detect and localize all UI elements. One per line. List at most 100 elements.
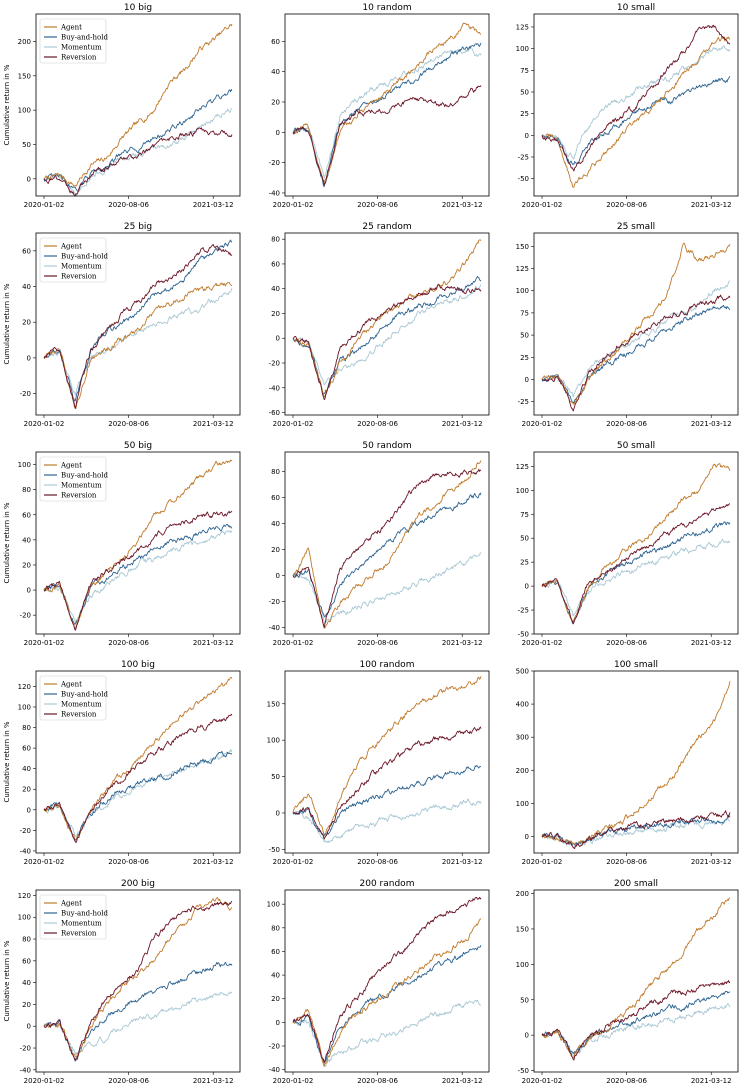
y-tick-label: 100 xyxy=(516,287,529,295)
x-tick-label: 2020-01-02 xyxy=(24,420,65,428)
y-tick-label: 40 xyxy=(271,972,280,980)
y-tick-label: 80 xyxy=(271,236,280,244)
y-tick-label: 50 xyxy=(520,89,529,97)
legend-entry: Momentum xyxy=(61,44,102,52)
subplot-25-random: 25 random -60 -40 -20 0 20 40 60 80 2020-01-02 202… xyxy=(269,222,490,428)
y-tick-label: 20 xyxy=(271,98,280,106)
y-tick-label: 100 xyxy=(18,703,31,711)
y-tick-label: 60 xyxy=(271,260,280,268)
series-line-buy-and-hold xyxy=(541,304,731,404)
y-tick-label: 0 xyxy=(525,376,529,384)
y-tick-label: 100 xyxy=(267,901,280,909)
y-tick-label: 300 xyxy=(516,734,529,742)
axes-frame xyxy=(533,13,739,197)
y-tick-label: 40 xyxy=(271,285,280,293)
y-tick-label: -60 xyxy=(269,409,280,417)
series-line-momentum xyxy=(541,280,731,398)
subplot-title: 10 big xyxy=(124,3,152,13)
legend-entry: Agent xyxy=(60,681,82,689)
x-tick-label: 2020-01-02 xyxy=(522,420,563,428)
legend-box xyxy=(39,18,107,64)
legend: Agent Buy-and-hold Momentum Reversion xyxy=(39,894,108,940)
x-tick-label: 2020-01-02 xyxy=(522,858,563,866)
y-tick-label: 0 xyxy=(525,1032,529,1040)
x-tick-label: 2020-08-06 xyxy=(108,201,149,209)
y-tick-label: 0 xyxy=(27,806,31,814)
y-tick-label: 60 xyxy=(22,745,31,753)
x-tick-label: 2020-01-02 xyxy=(522,1077,563,1085)
y-tick-label: 40 xyxy=(271,520,280,528)
series-line-reversion xyxy=(43,510,233,631)
y-tick-label: -20 xyxy=(269,159,280,167)
series-line-agent xyxy=(541,242,731,405)
y-tick-label: 0 xyxy=(27,354,31,362)
y-axis-label: Cumulative return in % xyxy=(3,283,11,364)
legend-entry: Momentum xyxy=(61,701,102,709)
y-tick-label: 80 xyxy=(271,468,280,476)
series-line-momentum xyxy=(43,749,233,838)
subplot-100-big: 100 big -40 -20 0 20 40 60 80 100 120 2020-01-02 20… xyxy=(3,660,241,866)
y-tick-label: 0 xyxy=(27,175,31,183)
series-line-reversion xyxy=(292,896,482,1064)
series-line-buy-and-hold xyxy=(292,42,482,188)
series-line-buy-and-hold xyxy=(292,765,482,837)
series-line-reversion xyxy=(43,713,233,843)
x-tick-label: 2021-03-12 xyxy=(691,1077,732,1085)
subplot-25-big: 25 big -20 0 20 40 60 2020-01-02 2020-08-06 2021… xyxy=(3,222,241,428)
x-tick-label: 2021-03-12 xyxy=(193,1077,234,1085)
y-tick-label: 400 xyxy=(516,701,529,709)
legend-entry: Reversion xyxy=(61,492,97,500)
x-tick-label: 2020-01-02 xyxy=(273,201,314,209)
y-tick-label: -40 xyxy=(269,624,280,632)
y-tick-label: -50 xyxy=(518,175,529,183)
x-tick-label: 2020-08-06 xyxy=(606,420,647,428)
legend-entry: Reversion xyxy=(61,273,97,281)
x-tick-label: 2020-01-02 xyxy=(273,1077,314,1085)
legend-entry: Agent xyxy=(60,24,82,32)
y-tick-label: 25 xyxy=(520,110,529,118)
axes-frame xyxy=(533,670,739,854)
x-tick-label: 2020-01-02 xyxy=(24,1077,65,1085)
x-tick-label: 2020-01-02 xyxy=(24,858,65,866)
x-tick-label: 2020-01-02 xyxy=(273,858,314,866)
subplot-title: 25 small xyxy=(617,222,655,232)
x-tick-label: 2021-03-12 xyxy=(691,420,732,428)
x-tick-label: 2020-08-06 xyxy=(357,858,398,866)
series-line-momentum xyxy=(292,798,482,843)
legend-entry: Reversion xyxy=(61,54,97,62)
series-line-buy-and-hold xyxy=(43,239,233,402)
series-line-agent xyxy=(292,918,482,1067)
x-tick-label: 2021-03-12 xyxy=(442,1077,483,1085)
series-line-reversion xyxy=(541,24,731,172)
y-tick-label: 60 xyxy=(271,948,280,956)
legend-entry: Momentum xyxy=(61,263,102,271)
legend-entry: Reversion xyxy=(61,930,97,938)
x-tick-label: 2021-03-12 xyxy=(193,420,234,428)
y-tick-label: 100 xyxy=(516,487,529,495)
legend-entry: Buy-and-hold xyxy=(61,691,108,699)
x-tick-label: 2020-08-06 xyxy=(108,420,149,428)
subplot-50-small: 50 small -50 -25 0 25 50 75 100 125 2020-01-02 202… xyxy=(516,441,739,647)
y-tick-label: 100 xyxy=(516,961,529,969)
series-line-buy-and-hold xyxy=(541,75,731,165)
y-tick-label: 20 xyxy=(22,561,31,569)
y-tick-label: 0 xyxy=(525,583,529,591)
subplot-200-random: 200 random -40 -20 0 20 40 60 80 100 2020-01-02 20… xyxy=(267,879,490,1085)
y-axis-label: Cumulative return in % xyxy=(3,502,11,583)
series-line-momentum xyxy=(43,287,233,396)
y-tick-label: -40 xyxy=(20,847,31,855)
x-tick-label: 2020-01-02 xyxy=(273,420,314,428)
series-line-agent xyxy=(43,676,233,841)
y-tick-label: 60 xyxy=(22,511,31,519)
x-tick-label: 2020-08-06 xyxy=(108,858,149,866)
y-tick-label: 75 xyxy=(520,309,529,317)
y-tick-label: 0 xyxy=(276,1019,280,1027)
series-line-reversion xyxy=(292,468,482,629)
series-line-momentum xyxy=(43,530,233,623)
x-tick-label: 2020-08-06 xyxy=(108,639,149,647)
subplot-title: 25 random xyxy=(362,222,411,232)
axes-frame xyxy=(35,13,241,197)
y-tick-label: 100 xyxy=(18,461,31,469)
subplot-title: 50 small xyxy=(617,441,655,451)
